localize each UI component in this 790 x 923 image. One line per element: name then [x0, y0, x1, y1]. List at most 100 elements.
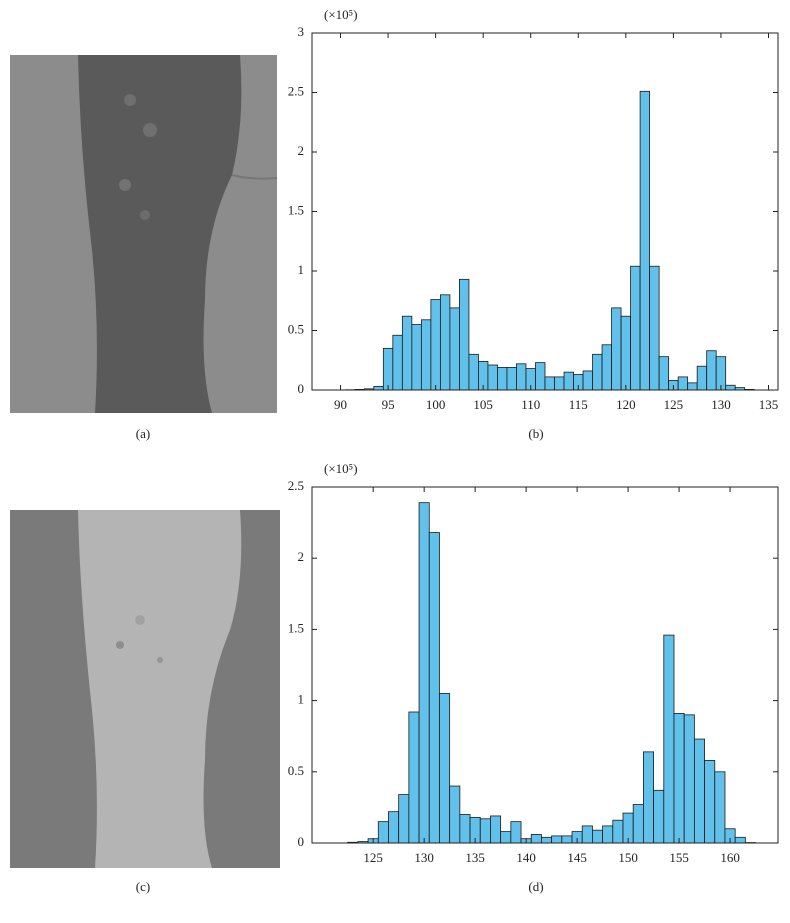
- x-tick-label: 110: [521, 397, 540, 412]
- bar: [581, 825, 593, 844]
- bar: [439, 693, 451, 844]
- x-tick-label: 100: [426, 397, 446, 412]
- bar: [704, 760, 716, 844]
- bar: [479, 818, 491, 844]
- bar: [449, 307, 460, 391]
- bar: [468, 353, 479, 391]
- bar: [449, 785, 461, 844]
- x-tick-label: 145: [567, 850, 587, 865]
- x-tick-label: 140: [516, 850, 536, 865]
- bar: [430, 299, 441, 391]
- x-tick-label: 125: [363, 850, 383, 865]
- bar: [561, 835, 573, 844]
- image-c: [10, 510, 280, 868]
- bar: [620, 315, 631, 391]
- x-tick-label: 90: [334, 397, 347, 412]
- x-tick-label: 105: [473, 397, 493, 412]
- bar: [459, 278, 470, 391]
- plot-frame: [311, 486, 779, 844]
- y-tick-label: 2.5: [288, 83, 304, 98]
- x-tick-label: 95: [382, 397, 395, 412]
- bar: [611, 307, 622, 391]
- bar: [392, 334, 403, 391]
- bar: [516, 363, 527, 391]
- bar: [428, 532, 440, 844]
- bar: [677, 376, 689, 391]
- bar: [696, 365, 708, 391]
- bar: [510, 821, 522, 844]
- bar: [653, 789, 665, 844]
- bar: [377, 821, 389, 844]
- x-tick-label: 135: [465, 850, 485, 865]
- bar: [687, 382, 698, 391]
- bar: [420, 319, 432, 391]
- bar: [544, 376, 555, 391]
- bar: [554, 376, 565, 391]
- plot-frame: [311, 32, 779, 391]
- bar: [649, 265, 660, 391]
- bar: [683, 714, 695, 844]
- y-tick-label: 1: [298, 262, 305, 277]
- bar: [725, 384, 736, 391]
- bar: [535, 362, 546, 391]
- caption: (b): [528, 426, 543, 441]
- bar: [582, 370, 593, 391]
- bar: [388, 811, 400, 844]
- x-tick-label: 135: [759, 397, 779, 412]
- bar: [382, 347, 394, 391]
- bar: [459, 814, 471, 844]
- y-tick-label: 3: [298, 24, 305, 39]
- bar: [487, 364, 498, 391]
- y-unit: (×10⁵): [324, 7, 358, 22]
- bar: [411, 324, 422, 391]
- bar: [658, 356, 670, 391]
- bar: [439, 294, 451, 391]
- bar: [530, 834, 542, 844]
- bar: [408, 711, 420, 844]
- x-tick-label: 130: [414, 850, 434, 865]
- x-tick-label: 120: [616, 397, 636, 412]
- x-tick-label: 150: [618, 850, 638, 865]
- y-tick-label: 0.5: [288, 321, 304, 336]
- bar: [401, 315, 413, 391]
- bar: [734, 836, 746, 844]
- y-tick-label: 2: [298, 143, 305, 158]
- y-tick-label: 0: [298, 381, 305, 396]
- caption: (c): [136, 879, 150, 894]
- image-a: [10, 55, 278, 413]
- bar: [490, 815, 502, 844]
- y-tick-label: 2.5: [288, 478, 304, 493]
- bar: [714, 771, 726, 844]
- bar: [551, 835, 563, 844]
- bar: [663, 634, 675, 844]
- bar: [497, 366, 508, 391]
- bar: [639, 90, 651, 391]
- y-tick-label: 0.5: [288, 763, 304, 778]
- caption: (a): [136, 426, 150, 441]
- bar: [632, 804, 644, 844]
- bar: [563, 371, 574, 391]
- bar: [673, 713, 685, 844]
- bar: [592, 353, 603, 391]
- caption: (d): [528, 879, 543, 894]
- y-tick-label: 1.5: [288, 202, 304, 217]
- bar: [706, 350, 717, 391]
- bar: [398, 794, 410, 844]
- bar: [592, 829, 604, 844]
- bar: [630, 265, 641, 391]
- bar: [612, 819, 624, 844]
- x-tick-label: 155: [669, 850, 689, 865]
- bar: [602, 825, 614, 844]
- x-tick-label: 125: [664, 397, 684, 412]
- y-tick-label: 1.5: [288, 620, 304, 635]
- bar: [418, 502, 430, 844]
- y-tick-label: 1: [298, 692, 305, 707]
- bar: [693, 738, 705, 844]
- x-tick-label: 130: [711, 397, 731, 412]
- y-tick-label: 2: [298, 549, 305, 564]
- bar: [500, 831, 512, 844]
- bar: [541, 836, 553, 844]
- bar: [506, 366, 517, 391]
